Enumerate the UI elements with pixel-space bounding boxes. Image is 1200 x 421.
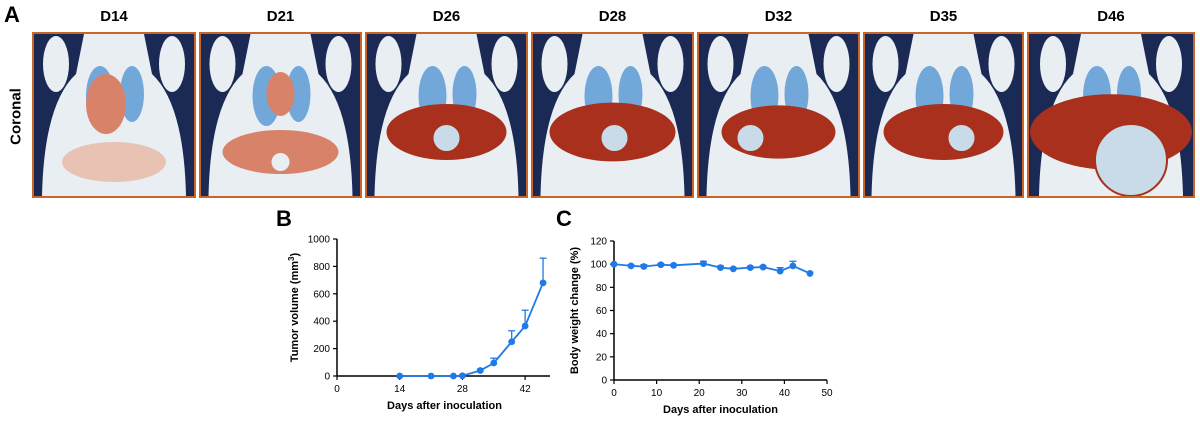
data-point bbox=[450, 372, 457, 380]
data-point bbox=[459, 372, 466, 380]
data-point bbox=[657, 261, 665, 269]
day-label: D32 bbox=[764, 8, 793, 25]
limb bbox=[491, 36, 518, 92]
y-axis-label: Body weight change (%) bbox=[569, 247, 581, 374]
limb bbox=[1156, 36, 1182, 92]
ct-scan-image bbox=[697, 32, 860, 198]
data-point bbox=[490, 359, 498, 367]
y-tick-label: 200 bbox=[313, 344, 330, 355]
day-label: D26 bbox=[432, 8, 461, 25]
limb bbox=[159, 36, 185, 92]
limb bbox=[872, 36, 899, 92]
y-tick-label: 600 bbox=[313, 289, 330, 300]
data-point bbox=[476, 367, 484, 374]
limb bbox=[541, 36, 568, 92]
data-point bbox=[521, 322, 529, 330]
data-point bbox=[717, 264, 724, 272]
y-tick-label: 1000 bbox=[308, 235, 331, 246]
limb bbox=[707, 36, 734, 92]
data-point bbox=[539, 279, 547, 287]
data-point bbox=[759, 263, 767, 271]
limb bbox=[823, 36, 850, 92]
y-tick-label: 120 bbox=[590, 237, 607, 248]
y-tick-label: 800 bbox=[313, 262, 330, 273]
data-point bbox=[700, 260, 707, 267]
y-tick-label: 40 bbox=[596, 329, 608, 340]
liver bbox=[222, 130, 339, 174]
ct-scan-image bbox=[1027, 32, 1195, 198]
panel-b-letter: B bbox=[276, 206, 292, 231]
ct-scan-image bbox=[531, 32, 694, 198]
coronal-row-label: Coronal bbox=[7, 88, 25, 145]
data-point bbox=[396, 372, 404, 380]
ct-scan-image bbox=[863, 32, 1024, 198]
day-label: D14 bbox=[100, 8, 128, 25]
data-point bbox=[789, 262, 797, 270]
x-axis-label: Days after inoculation bbox=[663, 404, 778, 416]
data-point bbox=[610, 260, 618, 268]
limb bbox=[43, 36, 69, 92]
limb bbox=[375, 36, 402, 92]
lung bbox=[286, 66, 311, 122]
data-point bbox=[729, 265, 737, 273]
limb bbox=[209, 36, 236, 92]
data-point bbox=[746, 264, 754, 272]
tumor-core bbox=[1094, 123, 1168, 196]
x-tick-label: 50 bbox=[821, 388, 833, 399]
data-point bbox=[427, 372, 435, 380]
y-tick-label: 80 bbox=[596, 283, 608, 294]
y-tick-label: 20 bbox=[596, 352, 608, 363]
y-tick-label: 60 bbox=[596, 306, 608, 317]
series-body-weight-change bbox=[610, 260, 814, 277]
x-tick-label: 14 bbox=[394, 384, 406, 395]
x-tick-label: 42 bbox=[520, 384, 532, 395]
cyst bbox=[271, 153, 290, 171]
data-point bbox=[640, 263, 648, 270]
panel-a-letter: A bbox=[4, 2, 20, 27]
x-tick-label: 0 bbox=[611, 388, 617, 399]
x-tick-label: 20 bbox=[694, 388, 706, 399]
ct-scan-image bbox=[365, 32, 528, 198]
data-point bbox=[627, 262, 635, 270]
data-point bbox=[670, 261, 678, 269]
heart bbox=[86, 74, 126, 134]
panel-c-letter: C bbox=[556, 206, 572, 231]
liver bbox=[62, 142, 166, 182]
tumor-mass bbox=[883, 104, 1004, 160]
x-tick-label: 28 bbox=[457, 384, 469, 395]
ct-scan-image bbox=[199, 32, 362, 198]
x-tick-label: 30 bbox=[736, 388, 748, 399]
y-tick-label: 0 bbox=[324, 372, 330, 383]
day-label: D28 bbox=[598, 8, 627, 25]
y-axis-label: Tumor volume (mm3) bbox=[287, 252, 301, 362]
body-weight-chart: 0 20 40 60 80 100 120 0 10 20 30 40 50 Days after ino… bbox=[569, 237, 833, 417]
data-point bbox=[508, 338, 516, 346]
series-line bbox=[399, 282, 544, 377]
tumor-core bbox=[735, 123, 766, 153]
tumor-core bbox=[599, 123, 630, 153]
day-label: D35 bbox=[929, 8, 958, 25]
data-point bbox=[776, 267, 784, 275]
y-tick-label: 0 bbox=[601, 376, 607, 387]
limb bbox=[1040, 36, 1066, 92]
lung bbox=[120, 66, 144, 122]
tumor-core bbox=[946, 123, 977, 153]
y-tick-label: 100 bbox=[590, 260, 607, 271]
data-point bbox=[806, 270, 814, 277]
limb bbox=[988, 36, 1015, 92]
y-tick-label: 400 bbox=[313, 317, 330, 328]
x-tick-label: 40 bbox=[779, 388, 791, 399]
tumor-core bbox=[431, 123, 462, 153]
day-label: D21 bbox=[266, 8, 295, 25]
tumor-volume-chart: 0 200 400 600 800 1000 0 14 28 42 Days after inocu… bbox=[287, 235, 550, 412]
limb bbox=[325, 36, 352, 92]
x-tick-label: 0 bbox=[334, 384, 340, 395]
limb bbox=[657, 36, 684, 92]
series-tumor-volume bbox=[396, 257, 547, 380]
x-tick-label: 10 bbox=[651, 388, 663, 399]
day-label: D46 bbox=[1097, 8, 1125, 25]
x-axis-label: Days after inoculation bbox=[387, 400, 502, 412]
ct-scan-image bbox=[32, 32, 196, 198]
heart bbox=[266, 72, 295, 116]
